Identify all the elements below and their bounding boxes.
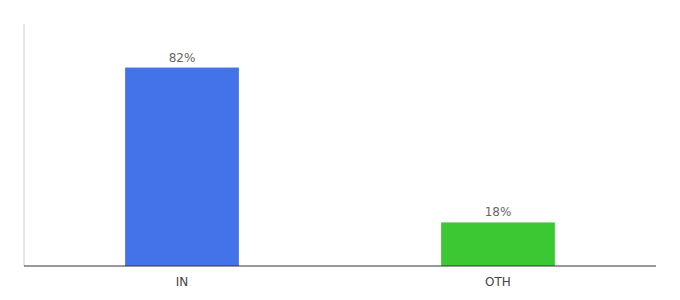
x-tick-label: IN bbox=[176, 275, 189, 289]
x-tick-label: OTH bbox=[485, 275, 511, 289]
data-label: 18% bbox=[485, 205, 512, 219]
data-label: 82% bbox=[169, 51, 196, 65]
x-axis-line bbox=[24, 266, 656, 267]
chart: 82% 18% IN OTH bbox=[0, 0, 680, 300]
bars bbox=[125, 68, 555, 266]
chart-container: 82% 18% IN OTH bbox=[0, 0, 680, 300]
y-axis-line bbox=[24, 24, 25, 266]
bar bbox=[441, 222, 555, 266]
bar bbox=[125, 68, 239, 266]
